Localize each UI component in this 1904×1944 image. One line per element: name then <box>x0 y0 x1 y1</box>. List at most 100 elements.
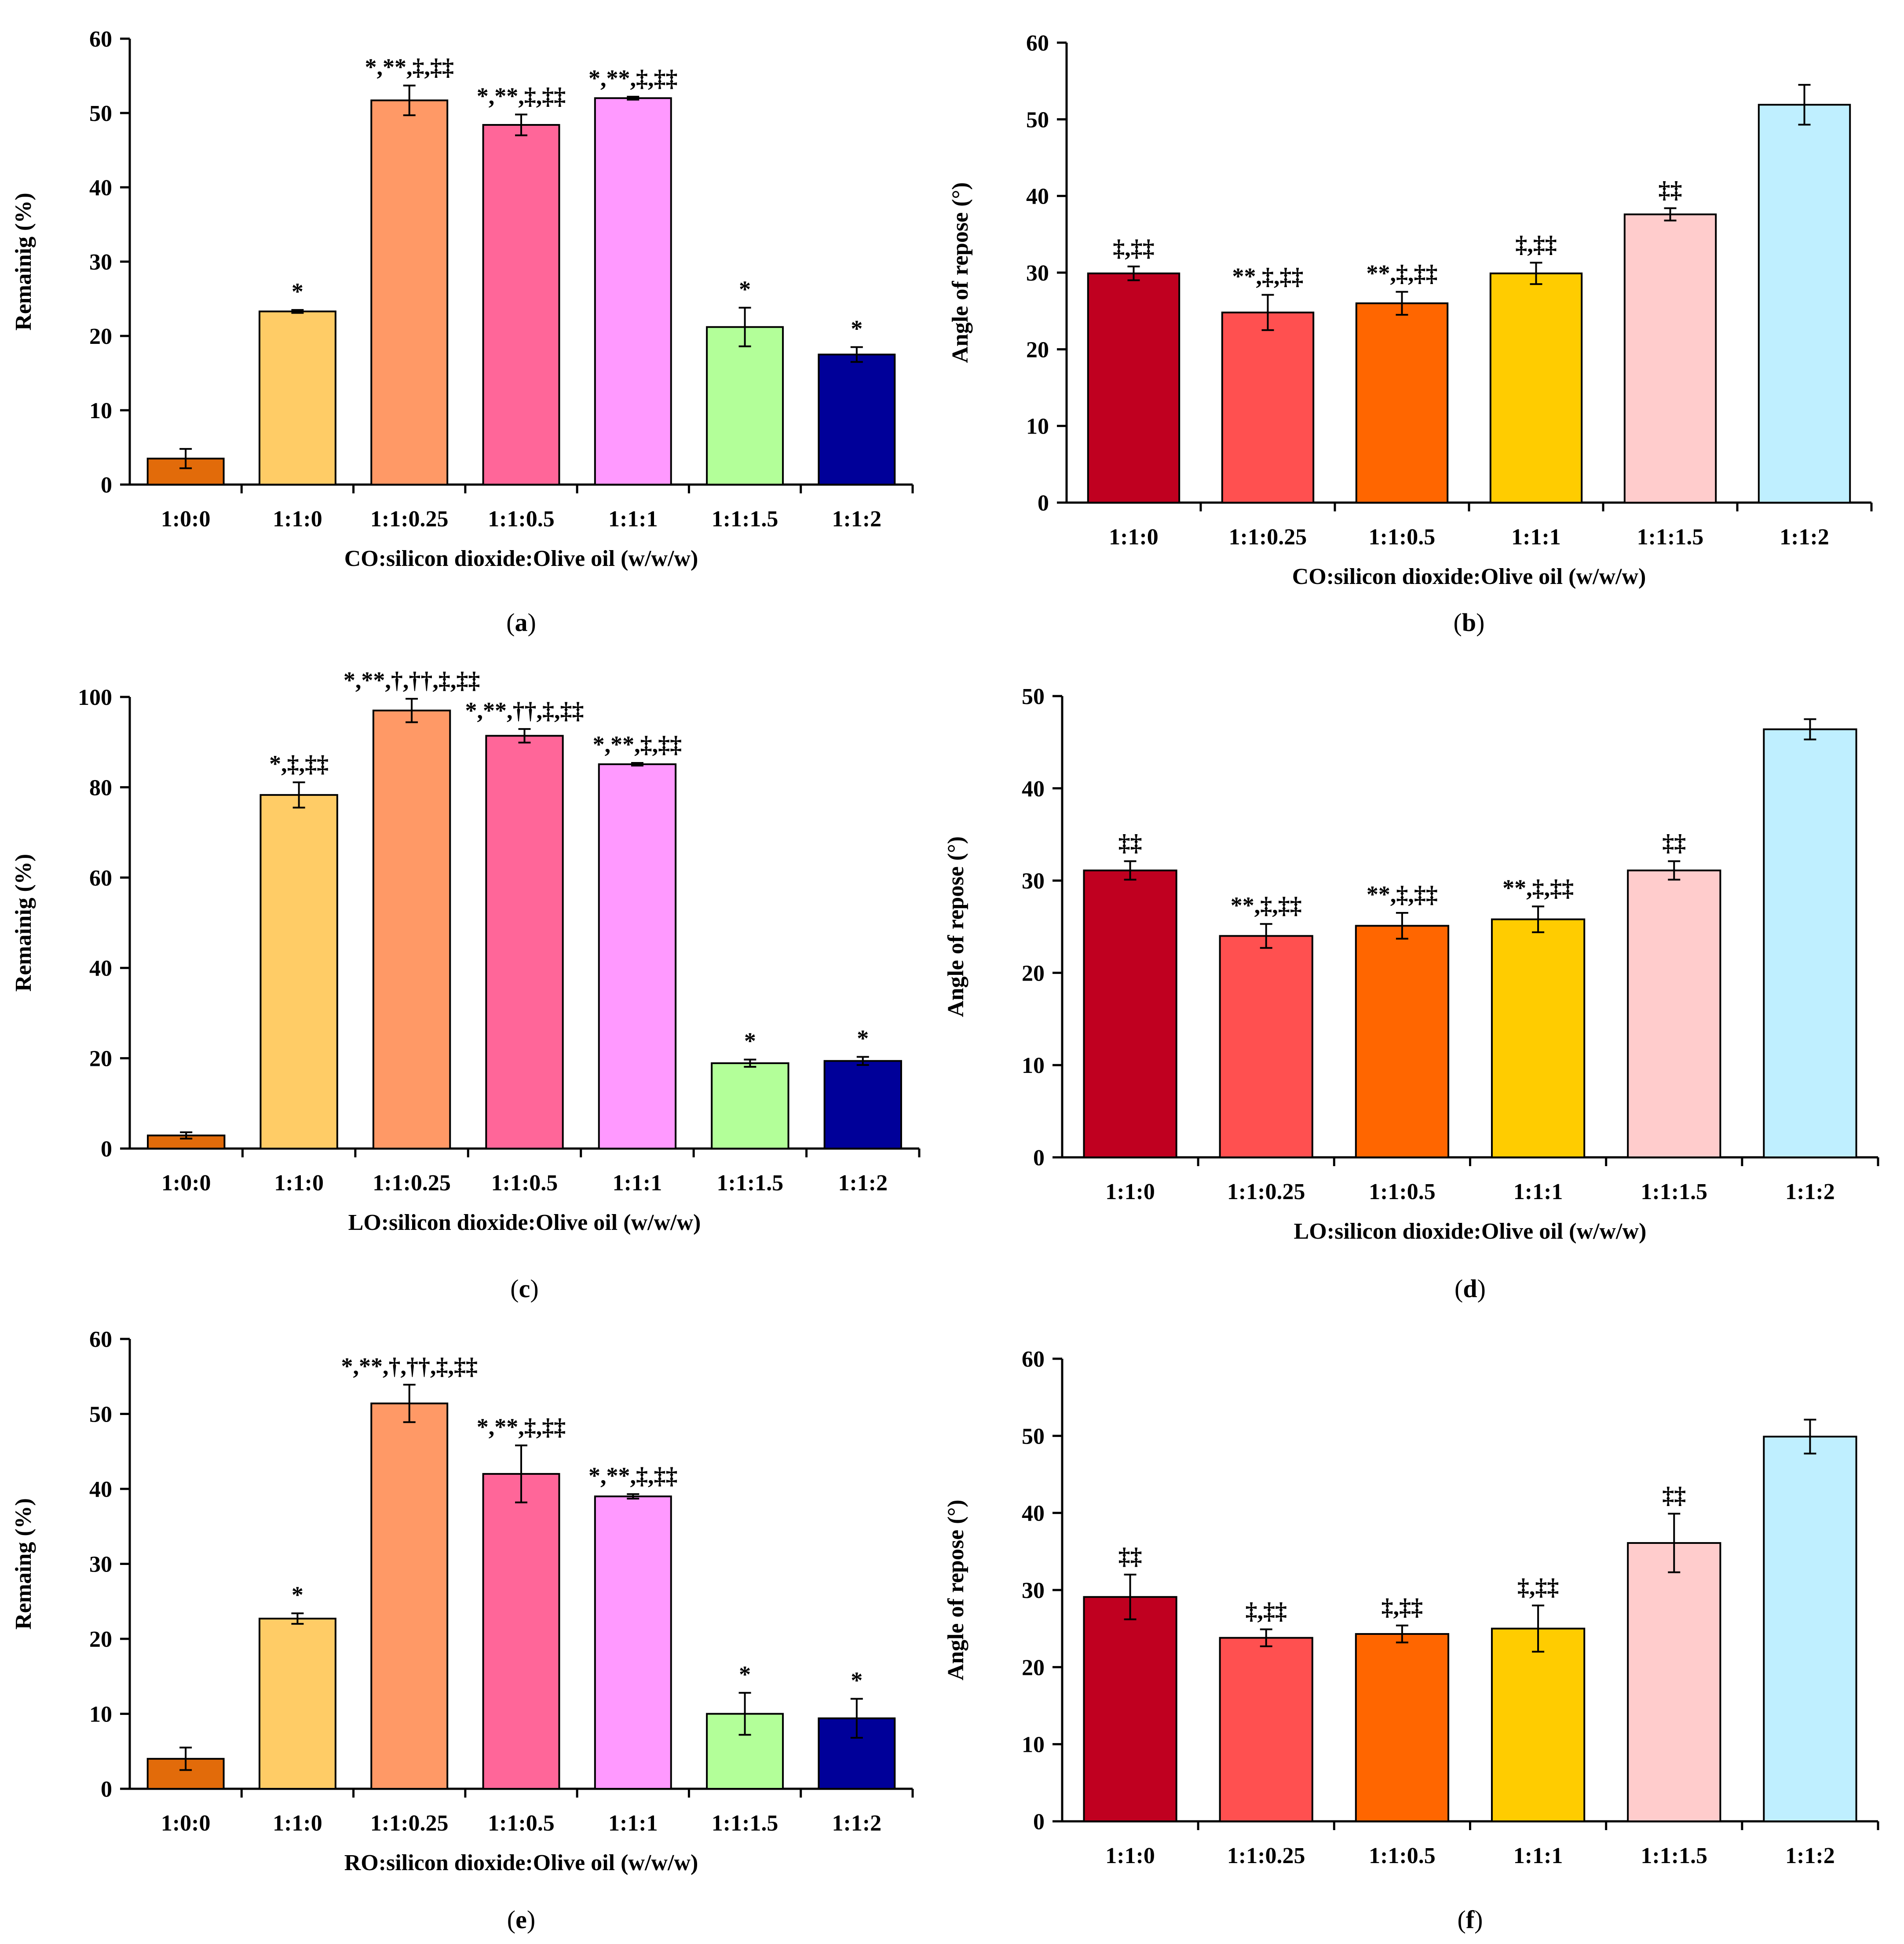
panel-label: (d) <box>1454 1274 1486 1303</box>
x-tick-label: 1:1:2 <box>1785 1843 1835 1868</box>
bar-1:0:0 <box>146 1758 225 1790</box>
y-tick-label: 20 <box>1026 337 1049 362</box>
significance-label: **,‡,‡‡ <box>1231 892 1302 919</box>
significance-label: ‡‡ <box>1662 830 1686 856</box>
y-tick-label: 20 <box>89 1047 112 1072</box>
y-tick-label: 10 <box>89 1702 112 1727</box>
bar-1:1:0.25 <box>372 709 451 1150</box>
significance-label: **,‡,‡‡ <box>1367 260 1438 287</box>
x-tick-label: 1:1:0.5 <box>1369 525 1436 550</box>
x-tick-label: 1:0:0 <box>161 1811 211 1836</box>
panel-label-letter: d <box>1463 1274 1477 1303</box>
x-axis-label: CO:silicon dioxide:Olive oil (w/w/w) <box>1292 564 1646 589</box>
x-tick-label: 1:1:0 <box>273 507 322 532</box>
y-tick-label: 60 <box>89 1327 112 1352</box>
panel-label-close-paren: ) <box>528 608 536 637</box>
y-tick-label: 10 <box>89 398 112 423</box>
bar-1:1:1.5 <box>1623 213 1717 503</box>
x-tick-label: 1:1:0.5 <box>1369 1179 1436 1204</box>
bar-1:1:0.5 <box>1355 1633 1450 1822</box>
bar-1:1:0.5 <box>482 1473 560 1790</box>
significance-label: *,**,†,††,‡,‡‡ <box>344 667 480 693</box>
panel-label: (f) <box>1458 1905 1483 1934</box>
y-tick-label: 20 <box>1022 961 1045 986</box>
y-tick-label: 80 <box>89 775 112 800</box>
x-tick-label: 1:1:0.25 <box>370 1811 449 1836</box>
bar-1:1:0 <box>1087 272 1180 503</box>
bar-1:1:0.25 <box>1219 1637 1313 1823</box>
x-tick-label: 1:1:0 <box>274 1171 324 1196</box>
bar-1:1:1 <box>594 97 672 485</box>
significance-label: ‡,‡‡ <box>1246 1598 1287 1624</box>
significance-label: *,**,††,‡,‡‡ <box>465 697 584 724</box>
x-tick-label: 1:1:0.5 <box>488 507 555 532</box>
y-tick-label: 50 <box>89 1402 112 1427</box>
significance-label: * <box>851 1667 862 1693</box>
x-tick-label: 1:1:1 <box>608 1811 658 1836</box>
y-tick-label: 30 <box>89 250 112 275</box>
x-tick-label: 1:0:0 <box>161 507 211 532</box>
significance-label: **,‡,‡‡ <box>1232 263 1304 290</box>
y-tick-label: 40 <box>1022 1501 1045 1526</box>
significance-label: * <box>851 315 862 342</box>
panel-label-open-paren: ( <box>507 1905 515 1934</box>
bar-1:1:2 <box>1763 1436 1857 1822</box>
x-tick-label: 1:1:2 <box>838 1171 888 1196</box>
x-tick-label: 1:1:0.25 <box>1227 1179 1305 1204</box>
significance-label: * <box>739 1661 751 1688</box>
x-tick-label: 1:1:1.5 <box>717 1171 784 1196</box>
bar-1:1:1.5 <box>1627 869 1721 1158</box>
y-tick-label: 40 <box>89 175 112 201</box>
panel-label-open-paren: ( <box>1458 1905 1466 1934</box>
y-tick-label: 0 <box>101 1137 112 1162</box>
panel-label-close-paren: ) <box>527 1905 535 1934</box>
panel-label-close-paren: ) <box>1476 608 1484 637</box>
significance-label: ‡,‡‡ <box>1381 1594 1423 1620</box>
panel-d: 0 10 20 30 40 50 Angle of repose (°) ‡‡ 1:1:0 **,… <box>943 684 1879 1303</box>
y-tick-label: 50 <box>1026 107 1049 132</box>
bar-1:1:2 <box>1758 104 1851 503</box>
x-tick-label: 1:1:2 <box>832 1811 882 1836</box>
panel-label-open-paren: ( <box>1454 1274 1463 1303</box>
panel-label: (c) <box>510 1274 538 1303</box>
x-tick-label: 1:1:1 <box>1513 1843 1563 1868</box>
panel-label-close-paren: ) <box>1474 1905 1483 1934</box>
significance-label: ‡,‡‡ <box>1113 235 1155 261</box>
y-tick-label: 0 <box>1033 1809 1045 1835</box>
panel-label-letter: e <box>515 1905 527 1934</box>
significance-label: ‡,‡‡ <box>1517 1574 1559 1600</box>
bar-1:1:2 <box>823 1060 902 1149</box>
significance-label: * <box>739 276 751 303</box>
significance-label: *,**,‡,‡‡ <box>477 1414 566 1440</box>
significance-label: ‡‡ <box>1118 830 1142 856</box>
bar-1:1:1.5 <box>711 1062 789 1149</box>
y-tick-label: 0 <box>101 473 112 498</box>
y-tick-label: 10 <box>1022 1053 1045 1078</box>
significance-label: *,**,†,††,‡,‡‡ <box>341 1353 478 1379</box>
bar-1:1:0 <box>1083 1596 1177 1823</box>
y-tick-label: 20 <box>1022 1655 1045 1680</box>
y-tick-label: 40 <box>89 956 112 981</box>
bar-1:1:0.5 <box>1355 302 1449 503</box>
significance-label: ‡‡ <box>1659 177 1682 203</box>
y-axis-label: Remaing (%) <box>11 1498 36 1630</box>
y-tick-label: 30 <box>1022 869 1045 894</box>
panel-label-close-paren: ) <box>1477 1274 1486 1303</box>
bar-1:1:1.5 <box>1627 1542 1721 1822</box>
bar-1:1:1 <box>598 763 677 1149</box>
y-tick-label: 40 <box>89 1477 112 1502</box>
x-tick-label: 1:1:2 <box>1780 525 1829 550</box>
bar-1:1:0.5 <box>1355 925 1450 1159</box>
y-axis-label: Angle of repose (°) <box>943 1499 968 1680</box>
x-tick-label: 1:1:0 <box>1109 525 1158 550</box>
bar-1:1:1 <box>594 1495 672 1790</box>
panel-c: 0 20 40 60 80 100 Remainig (%) 1:0:0 *,‡,‡‡ 1:1:0… <box>11 667 921 1303</box>
significance-label: **,‡,‡‡ <box>1502 875 1574 901</box>
bar-1:1:0.5 <box>485 735 564 1149</box>
x-tick-label: 1:1:1.5 <box>712 1811 778 1836</box>
y-tick-label: 60 <box>89 866 112 891</box>
significance-label: ‡,‡‡ <box>1515 231 1557 257</box>
panel-label: (e) <box>507 1905 535 1934</box>
y-tick-label: 100 <box>78 685 112 710</box>
